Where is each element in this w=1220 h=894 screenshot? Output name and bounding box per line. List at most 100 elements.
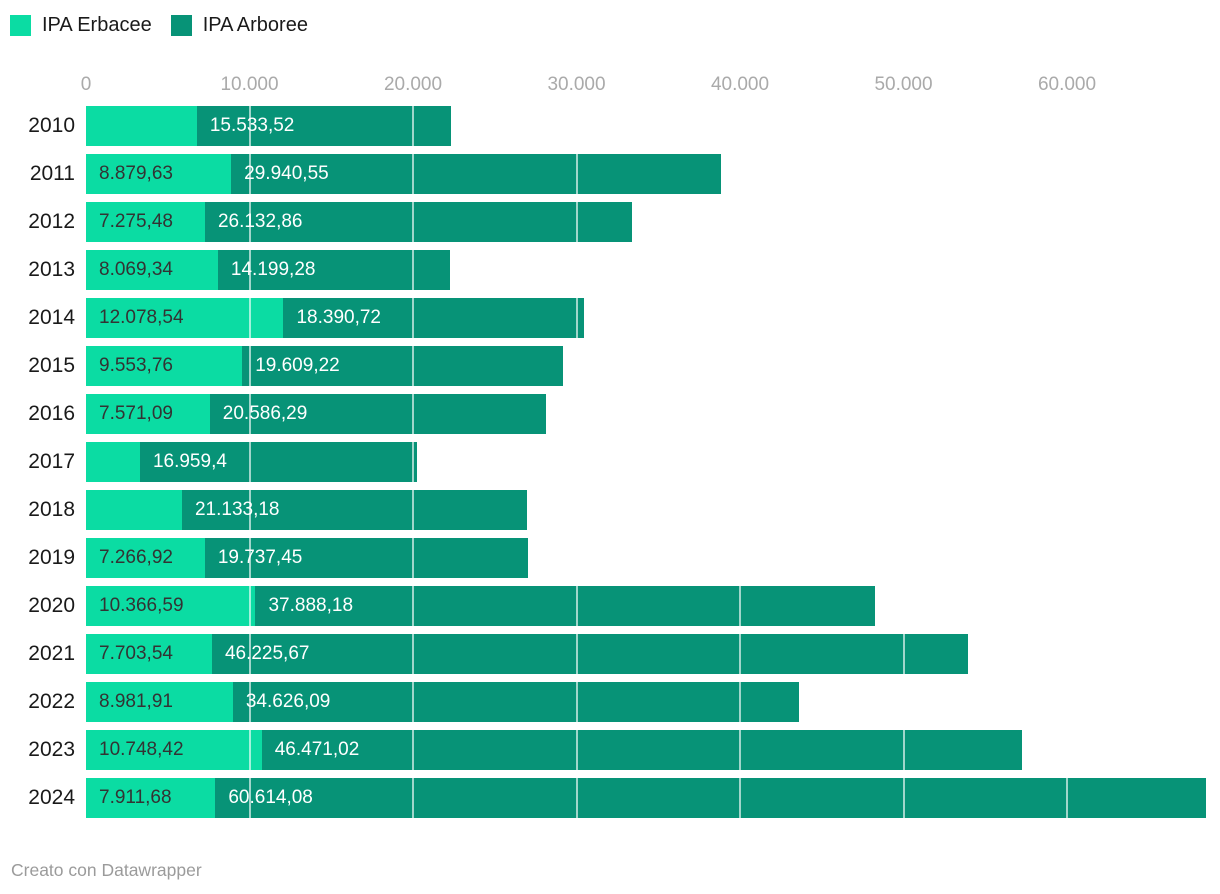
bar-row-2013: 2013 8.069,34 14.199,28 <box>0 246 1220 294</box>
bar-value-label: 34.626,09 <box>245 691 331 712</box>
stacked-bar-2021: 7.703,54 46.225,67 <box>86 634 968 674</box>
x-axis-tick-30000: 30.000 <box>547 74 606 95</box>
bar-segment-ipa-arboree-2010[interactable]: 15.533,52 <box>196 106 451 146</box>
bar-segment-ipa-arboree-2022[interactable]: 34.626,09 <box>232 682 799 722</box>
bar-segment-ipa-erbacee-2020[interactable]: 10.366,59 <box>86 586 256 626</box>
stacked-bar-2010: 15.533,52 <box>86 106 451 146</box>
bar-value-label: 14.199,28 <box>230 259 316 280</box>
legend-label: IPA Erbacee <box>42 14 152 36</box>
bar-value-label: 37.888,18 <box>268 595 354 616</box>
bar-segment-ipa-arboree-2017[interactable]: 16.959,4 <box>139 442 418 482</box>
stacked-bar-2023: 10.748,42 46.471,02 <box>86 730 1022 770</box>
bar-value-label: 26.132,86 <box>217 211 303 232</box>
bar-segment-ipa-arboree-2018[interactable]: 21.133,18 <box>181 490 528 530</box>
bar-row-2014: 2014 12.078,54 18.390,72 <box>0 294 1220 342</box>
bar-value-label: 10.366,59 <box>99 595 184 616</box>
bar-value-label: 10.748,42 <box>99 739 184 760</box>
bar-segment-ipa-arboree-2020[interactable]: 37.888,18 <box>255 586 875 626</box>
bar-value-label: 46.225,67 <box>224 643 310 664</box>
x-axis-tick-0: 0 <box>80 74 92 95</box>
bar-row-2023: 2023 10.748,42 46.471,02 <box>0 726 1220 774</box>
bar-value-label: 18.390,72 <box>296 307 381 328</box>
bar-segment-ipa-arboree-2011[interactable]: 29.940,55 <box>231 154 721 194</box>
bar-segment-ipa-erbacee-2012[interactable]: 7.275,48 <box>86 202 205 242</box>
bar-segment-ipa-arboree-2014[interactable]: 18.390,72 <box>283 298 585 338</box>
bar-segment-ipa-erbacee-2016[interactable]: 7.571,09 <box>86 394 210 434</box>
bar-row-2012: 2012 7.275,48 26.132,86 <box>0 198 1220 246</box>
legend-swatch-ipa-arboree <box>170 14 192 36</box>
bar-segment-ipa-erbacee-2017[interactable] <box>86 442 140 482</box>
bar-segment-ipa-erbacee-2013[interactable]: 8.069,34 <box>86 250 218 290</box>
stacked-bar-2020: 10.366,59 37.888,18 <box>86 586 875 626</box>
bar-segment-ipa-erbacee-2024[interactable]: 7.911,68 <box>86 778 216 818</box>
stacked-bar-2014: 12.078,54 18.390,72 <box>86 298 585 338</box>
x-axis-tick-50000: 50.000 <box>874 74 933 95</box>
bar-row-2022: 2022 8.981,91 34.626,09 <box>0 678 1220 726</box>
bar-value-label: 21.133,18 <box>194 499 280 520</box>
x-axis-tick-60000: 60.000 <box>1037 74 1097 95</box>
bar-segment-ipa-erbacee-2023[interactable]: 10.748,42 <box>86 730 262 770</box>
bar-row-2019: 2019 7.266,92 19.737,45 <box>0 534 1220 582</box>
category-label-2012: 2012 <box>28 210 75 233</box>
category-label-2018: 2018 <box>28 498 75 521</box>
bar-value-label: 20.586,29 <box>222 403 308 424</box>
bar-segment-ipa-erbacee-2019[interactable]: 7.266,92 <box>86 538 205 578</box>
bar-segment-ipa-arboree-2015[interactable]: 19.609,22 <box>242 346 563 386</box>
x-axis-tick-40000: 40.000 <box>710 74 770 95</box>
bar-value-label: 16.959,4 <box>152 451 227 472</box>
x-axis: 0 10.000 20.000 30.000 40.000 50.000 60.000 <box>0 74 1220 98</box>
bar-segment-ipa-erbacee-2011[interactable]: 8.879,63 <box>86 154 232 194</box>
bar-segment-ipa-erbacee-2014[interactable]: 12.078,54 <box>86 298 284 338</box>
bar-segment-ipa-arboree-2012[interactable]: 26.132,86 <box>204 202 633 242</box>
stacked-bar-2022: 8.981,91 34.626,09 <box>86 682 799 722</box>
stacked-bar-2017: 16.959,4 <box>86 442 418 482</box>
bar-segment-ipa-arboree-2013[interactable]: 14.199,28 <box>217 250 451 290</box>
bar-value-label: 9.553,76 <box>99 355 173 376</box>
x-axis-tick-20000: 20.000 <box>383 74 443 95</box>
legend-swatch-ipa-erbacee <box>10 14 31 36</box>
bar-row-2021: 2021 7.703,54 46.225,67 <box>0 630 1220 678</box>
datawrapper-credit-link[interactable]: Creato con Datawrapper <box>11 860 202 880</box>
bar-segment-ipa-arboree-2021[interactable]: 46.225,67 <box>211 634 968 674</box>
stacked-bar-2011: 8.879,63 29.940,55 <box>86 154 721 194</box>
bar-segment-ipa-erbacee-2022[interactable]: 8.981,91 <box>86 682 233 722</box>
bar-row-2015: 2015 9.553,76 19.609,22 <box>0 342 1220 390</box>
bar-value-label: 8.069,34 <box>99 259 173 280</box>
bar-value-label: 29.940,55 <box>244 163 329 184</box>
bar-segment-ipa-arboree-2023[interactable]: 46.471,02 <box>261 730 1022 770</box>
bar-row-2010: 2010 15.533,52 <box>0 102 1220 150</box>
category-label-2014: 2014 <box>28 306 75 329</box>
category-label-2020: 2020 <box>28 594 75 617</box>
category-label-2017: 2017 <box>28 450 75 473</box>
category-label-2021: 2021 <box>28 642 75 665</box>
bar-segment-ipa-erbacee-2015[interactable]: 9.553,76 <box>86 346 243 386</box>
bar-row-2024: 2024 7.911,68 60.614,08 <box>0 774 1220 822</box>
category-label-2010: 2010 <box>28 114 75 137</box>
legend-item-ipa-arboree: IPA Arboree <box>170 14 308 36</box>
bar-value-label: 7.571,09 <box>99 403 173 424</box>
stacked-bar-2019: 7.266,92 19.737,45 <box>86 538 528 578</box>
category-label-2024: 2024 <box>28 786 75 809</box>
bar-segment-ipa-erbacee-2018[interactable] <box>86 490 182 530</box>
stacked-bar-2018: 21.133,18 <box>86 490 528 530</box>
stacked-bar-2024: 7.911,68 60.614,08 <box>86 778 1207 818</box>
bar-segment-ipa-erbacee-2021[interactable]: 7.703,54 <box>86 634 212 674</box>
bar-segment-ipa-arboree-2019[interactable]: 19.737,45 <box>204 538 528 578</box>
bar-value-label: 8.981,91 <box>99 691 173 712</box>
stacked-bar-2012: 7.275,48 26.132,86 <box>86 202 633 242</box>
legend-label: IPA Arboree <box>202 14 308 36</box>
bar-row-2020: 2020 10.366,59 37.888,18 <box>0 582 1220 630</box>
category-label-2019: 2019 <box>28 546 75 569</box>
bar-value-label: 7.703,54 <box>99 643 173 664</box>
bar-row-2017: 2017 16.959,4 <box>0 438 1220 486</box>
x-axis-tick-10000: 10.000 <box>220 74 279 95</box>
category-label-2011: 2011 <box>29 162 75 185</box>
bar-segment-ipa-erbacee-2010[interactable] <box>86 106 197 146</box>
bar-row-2016: 2016 7.571,09 20.586,29 <box>0 390 1220 438</box>
bar-value-label: 7.275,48 <box>99 211 173 232</box>
bar-segment-ipa-arboree-2016[interactable]: 20.586,29 <box>209 394 547 434</box>
bar-segment-ipa-arboree-2024[interactable]: 60.614,08 <box>215 778 1207 818</box>
bar-value-label: 8.879,63 <box>99 163 173 184</box>
bar-value-label: 7.266,92 <box>99 547 173 568</box>
stacked-bar-2013: 8.069,34 14.199,28 <box>86 250 451 290</box>
